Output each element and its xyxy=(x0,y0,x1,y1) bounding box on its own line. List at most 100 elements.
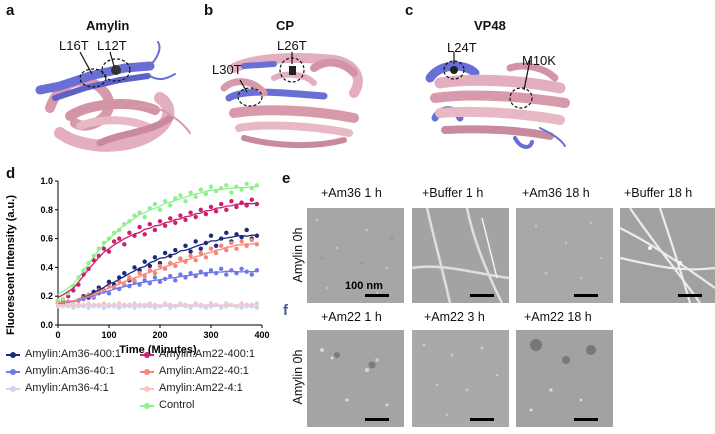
panel-letter-c: c xyxy=(405,2,414,19)
chart-point xyxy=(198,250,203,256)
chart-point xyxy=(122,242,127,247)
chart-point xyxy=(178,213,183,218)
chart-point xyxy=(101,246,107,251)
scale-bar xyxy=(470,418,494,421)
em-image-buffer-18h xyxy=(620,208,715,303)
chart-series-line xyxy=(57,242,258,304)
chart-point xyxy=(137,224,142,230)
chart-point xyxy=(239,266,244,272)
chart-point xyxy=(117,279,122,284)
legend-marker xyxy=(144,352,150,358)
scale-bar xyxy=(365,294,389,297)
cp-structure-image xyxy=(220,52,363,149)
chart-point xyxy=(173,196,178,201)
chart-point xyxy=(142,259,147,264)
em-image-am22-3h xyxy=(412,330,509,427)
chart-point xyxy=(234,246,239,251)
chart-point xyxy=(249,197,254,202)
chart-point xyxy=(132,265,137,270)
chart-point xyxy=(224,183,229,188)
scale-bar xyxy=(574,418,598,421)
chart-point xyxy=(152,227,158,233)
condition-label-buffer-18h: +Buffer 18 h xyxy=(624,186,693,200)
chart-point xyxy=(203,211,209,217)
legend-label: Amylin:Am36-40:1 xyxy=(25,365,115,377)
legend-swatch xyxy=(140,386,154,392)
panel-letter-b: b xyxy=(204,2,214,19)
chart-point xyxy=(132,213,137,218)
em-image-am36-1h: 100 nm xyxy=(307,208,404,303)
legend-swatch xyxy=(140,369,154,375)
legend-label: Amylin:Am36-4:1 xyxy=(25,382,109,394)
row-label-f: Amylin 0h xyxy=(291,349,305,405)
legend-marker xyxy=(10,386,16,392)
em-image-buffer-1h xyxy=(412,208,509,303)
panel-a-title: Amylin xyxy=(86,18,130,33)
chart-point xyxy=(208,233,214,238)
chart-point xyxy=(162,198,168,204)
chart-point xyxy=(127,230,132,236)
chart-point xyxy=(168,273,173,279)
chart-point xyxy=(254,233,260,238)
chart-point xyxy=(168,216,173,221)
chart-point xyxy=(224,207,229,212)
chart-point xyxy=(132,278,137,283)
chart-point xyxy=(208,184,214,189)
chart-point xyxy=(219,266,224,272)
chart-point xyxy=(198,269,203,274)
chart-point xyxy=(142,214,147,220)
chart-point xyxy=(111,239,117,244)
chart-point xyxy=(142,232,147,237)
chart-y-tick-label: 0.4 xyxy=(40,262,53,272)
scale-bar xyxy=(678,294,702,297)
em-image-am36-18h xyxy=(516,208,613,303)
chart-point xyxy=(198,187,203,192)
legend-swatch xyxy=(6,352,20,358)
chart-point xyxy=(213,243,219,248)
chart-point xyxy=(157,263,163,269)
chart-point xyxy=(239,239,244,244)
chart-x-axis-label: Time (Minutes) xyxy=(119,344,197,355)
chart-point xyxy=(193,214,198,220)
panel-letter-a: a xyxy=(6,2,15,19)
chart-point xyxy=(147,281,152,286)
amylin-structure-image xyxy=(35,41,191,152)
chart-series-line xyxy=(57,270,257,305)
chart-point xyxy=(183,217,188,223)
chart-point xyxy=(193,194,198,200)
em-image-am22-18h xyxy=(516,330,613,427)
chart-point xyxy=(147,263,152,269)
chart-point xyxy=(178,272,183,277)
scale-bar xyxy=(574,294,598,297)
chart-point xyxy=(208,246,214,251)
chart-x-tick-label: 200 xyxy=(152,330,167,340)
chart-point xyxy=(117,236,122,241)
legend-marker xyxy=(144,369,150,375)
chart-point xyxy=(178,193,183,198)
thioflavin-kinetics-chart: 0 100 200 300 400 0.0 0.2 0.4 0.6 0.8 1.0 Fluoresc… xyxy=(5,176,270,355)
chart-series-line xyxy=(57,202,258,298)
legend-marker xyxy=(10,369,16,375)
chart-point xyxy=(239,187,244,192)
chart-point xyxy=(137,270,142,276)
chart-point xyxy=(203,272,209,277)
chart-x-tick-label: 100 xyxy=(101,330,116,340)
chart-point xyxy=(183,198,188,204)
legend-swatch xyxy=(140,352,154,358)
legend-swatch xyxy=(6,386,20,392)
chart-point xyxy=(213,209,219,214)
chart-y-tick-label: 0.8 xyxy=(40,205,53,215)
scale-bar-label: 100 nm xyxy=(345,280,383,292)
chart-point xyxy=(152,255,158,260)
scale-bar xyxy=(365,418,389,421)
chart-point xyxy=(193,258,198,263)
chart-point xyxy=(157,207,163,212)
chart-point xyxy=(249,237,254,243)
legend-marker xyxy=(10,352,16,358)
chart-point xyxy=(224,247,229,253)
chart-point xyxy=(219,201,224,207)
chart-point xyxy=(188,253,193,259)
chart-point xyxy=(213,250,219,256)
legend-label: Amylin:Am36-400:1 xyxy=(25,348,121,360)
mutation-label-l12t: L12T xyxy=(97,38,127,53)
